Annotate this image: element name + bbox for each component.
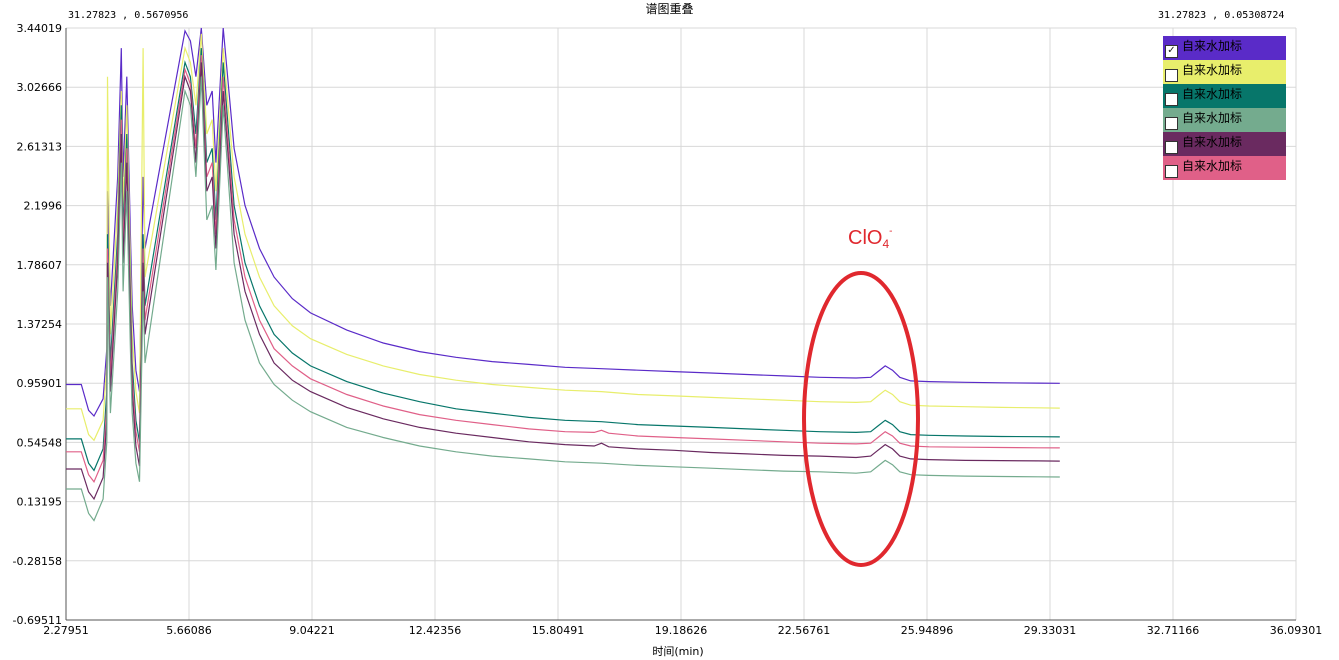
legend-checkbox[interactable]: ✓ (1165, 44, 1178, 58)
tick-labels: 2.27951 5.66086 9.04221 12.42356 15.80491 19.… (13, 22, 1323, 637)
legend-item-2[interactable]: 自来水加标 (1163, 60, 1286, 84)
legend-label: 自来水加标 (1182, 62, 1243, 77)
series-line-5 (66, 62, 1060, 501)
legend-label: 自来水加标 (1182, 38, 1243, 53)
x-tick-label: 19.18626 (655, 624, 708, 637)
legend-checkbox[interactable] (1165, 116, 1178, 130)
legend-label: 自来水加标 (1182, 110, 1243, 125)
y-tick-label: 3.44019 (17, 22, 63, 35)
chart-title: 谱图重叠 (645, 2, 694, 16)
legend-item-3[interactable]: 自来水加标 (1163, 84, 1286, 108)
legend-label: 自来水加标 (1182, 86, 1243, 101)
y-tick-label: 0.13195 (17, 496, 63, 509)
cursor-readout-right: 31.27823 , 0.05308724 (1158, 10, 1285, 21)
legend-label: 自来水加标 (1182, 134, 1243, 149)
annotation-label: ClO4- (848, 226, 892, 251)
legend-item-6[interactable]: 自来水加标 (1163, 156, 1286, 180)
y-tick-label: 0.95901 (17, 377, 63, 390)
annotation-ellipse (802, 271, 920, 567)
legend-checkbox[interactable] (1165, 92, 1178, 106)
x-tick-label: 36.09301 (1270, 624, 1323, 637)
y-tick-label: 3.02666 (17, 81, 63, 94)
x-tick-label: 15.80491 (532, 624, 585, 637)
x-tick-label: 12.42356 (409, 624, 462, 637)
y-tick-label: 1.37254 (17, 318, 63, 331)
series-line-6 (66, 76, 1060, 522)
x-tick-label: 32.71166 (1147, 624, 1200, 637)
series-line-4 (66, 55, 1060, 483)
legend-checkbox[interactable] (1165, 164, 1178, 178)
axes (65, 28, 1296, 621)
legend-item-4[interactable]: 自来水加标 (1163, 108, 1286, 132)
y-tick-label: -0.69511 (13, 614, 62, 627)
x-tick-label: 29.33031 (1024, 624, 1077, 637)
y-tick-label: 2.61313 (17, 140, 63, 153)
x-axis-label: 时间(min) (652, 645, 703, 658)
clo4-annotation: ClO4- (802, 226, 920, 567)
y-tick-label: 1.78607 (17, 259, 63, 272)
x-tick-label: 25.94896 (901, 624, 954, 637)
legend-label: 自来水加标 (1182, 158, 1243, 173)
y-tick-label: -0.28158 (13, 555, 62, 568)
legend-item-1[interactable]: ✓ 自来水加标 (1163, 36, 1286, 60)
x-tick-label: 2.27951 (43, 624, 89, 637)
x-tick-label: 9.04221 (289, 624, 335, 637)
cursor-readout-left: 31.27823 , 0.5670956 (68, 10, 189, 21)
legend: ✓ 自来水加标 自来水加标 自来水加标 自来水加标 自来水加标 自来水加标 (1163, 36, 1286, 180)
legend-checkbox[interactable] (1165, 68, 1178, 82)
y-tick-label: 0.54548 (17, 436, 63, 449)
legend-item-5[interactable]: 自来水加标 (1163, 132, 1286, 156)
y-tick-label: 2.1996 (24, 200, 63, 213)
x-tick-label: 5.66086 (166, 624, 212, 637)
x-tick-label: 22.56761 (778, 624, 831, 637)
grid-lines (65, 27, 1297, 621)
legend-checkbox[interactable] (1165, 140, 1178, 154)
series-lines (66, 27, 1060, 522)
